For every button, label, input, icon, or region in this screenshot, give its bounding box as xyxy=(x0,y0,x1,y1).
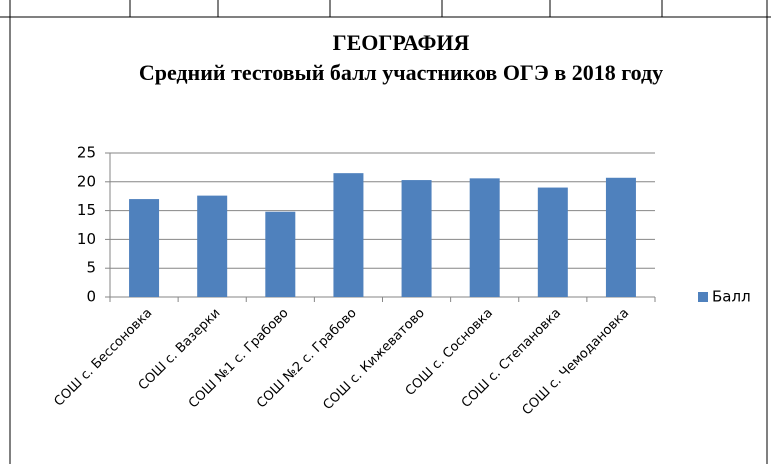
bar xyxy=(469,178,500,297)
bar xyxy=(265,211,296,297)
y-tick-label: 10 xyxy=(77,230,96,248)
bar xyxy=(333,173,364,297)
bar xyxy=(401,180,432,297)
y-tick-label: 0 xyxy=(86,288,96,306)
bar xyxy=(197,195,228,297)
y-tick-label: 5 xyxy=(86,259,96,277)
y-tick-label: 25 xyxy=(77,144,96,162)
chart-title: ГЕОГРАФИЯ xyxy=(332,30,470,55)
x-tick-label: СОШ с. Бессоновка xyxy=(52,306,156,410)
bar xyxy=(605,177,636,297)
chart-subtitle: Средний тестовый балл участников ОГЭ в 2… xyxy=(138,60,664,85)
legend-label: Балл xyxy=(712,288,751,306)
legend-swatch xyxy=(698,292,708,302)
bar xyxy=(129,199,160,297)
y-tick-label: 20 xyxy=(77,172,96,190)
bar xyxy=(537,187,568,297)
y-tick-label: 15 xyxy=(77,201,96,219)
